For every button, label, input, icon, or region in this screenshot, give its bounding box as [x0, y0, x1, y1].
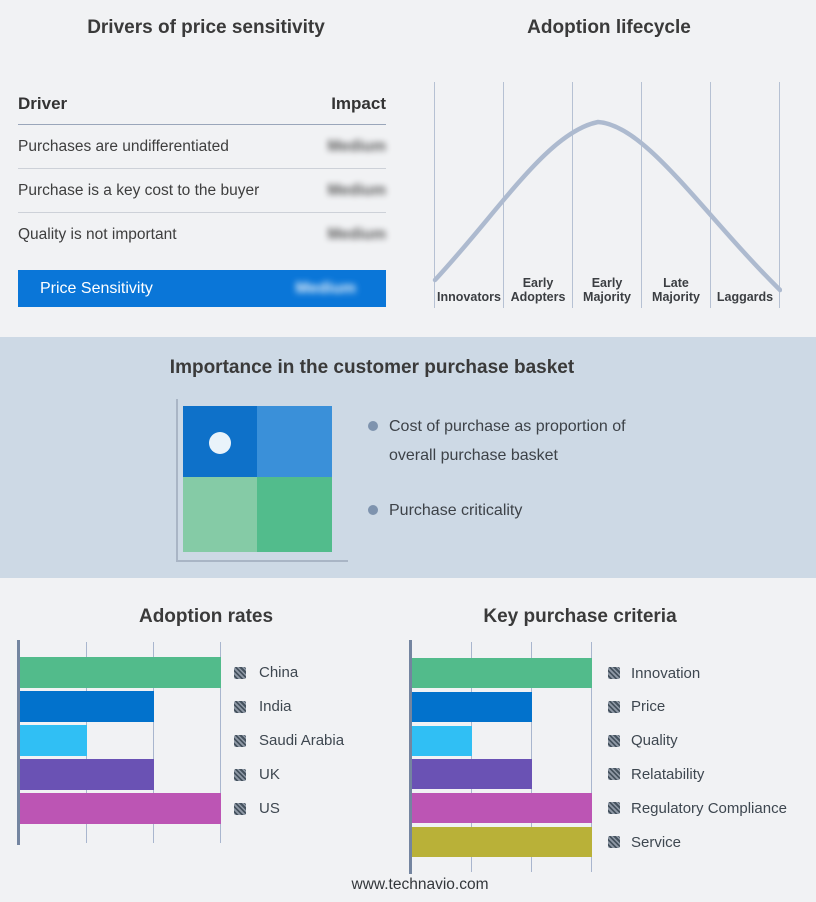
drivers-table: Driver Impact Purchases are undifferenti… — [18, 94, 386, 256]
legend-label: China — [259, 664, 299, 681]
drivers-table-rows: Purchases are undifferentiated Medium Purc… — [18, 125, 386, 256]
column-header-impact: Impact — [331, 94, 386, 113]
legend-swatch-hatched-icon — [234, 802, 246, 815]
legend-label: UK — [259, 766, 280, 783]
legend-item: Quality — [608, 731, 678, 751]
adoption-rates-title: Adoption rates — [138, 606, 274, 627]
legend-item: UK — [234, 765, 280, 785]
key-purchase-criteria-bar-relatability — [412, 759, 532, 790]
key-purchase-criteria-bar-innovation — [412, 658, 592, 688]
bullet-text: Purchase criticality — [389, 501, 523, 519]
legend-swatch-hatched-icon — [608, 667, 620, 679]
lifecycle-curve-chart — [432, 82, 782, 308]
legend-label: Regulatory Compliance — [631, 799, 787, 817]
legend-swatch-hatched-icon — [234, 734, 246, 747]
legend-label: Service — [631, 833, 682, 851]
legend-item: Service — [608, 832, 681, 852]
impact-cell-redacted: Medium — [327, 137, 386, 155]
legend-item: US — [234, 799, 280, 819]
legend-item: Innovation — [608, 663, 700, 683]
quadrant-position-dot — [209, 432, 231, 454]
footer-site-url: www.technavio.com — [351, 876, 489, 893]
adoption-rates-bar-saudi-arabia — [20, 725, 87, 756]
stage-label: Laggards — [716, 290, 774, 305]
price-sensitivity-row: Price Sensitivity Medium — [18, 270, 386, 307]
key-purchase-criteria-gridline — [471, 642, 472, 872]
legend-label: US — [259, 800, 280, 817]
lifecycle-title: Adoption lifecycle — [527, 17, 691, 38]
legend-item: India — [234, 697, 292, 717]
impact-cell-redacted: Medium — [327, 225, 386, 243]
key-purchase-criteria-title: Key purchase criteria — [483, 606, 677, 627]
bullet-item: Cost of purchase as proportion of overal… — [368, 413, 628, 471]
legend-swatch-hatched-icon — [608, 700, 620, 713]
legend-label: Relatability — [631, 765, 705, 783]
key-purchase-criteria-bar-service — [412, 827, 592, 857]
basket-bullet-list: Cost of purchase as proportion of overal… — [368, 413, 628, 551]
adoption-rates-gridline — [220, 642, 221, 843]
quadrant-top-right — [257, 406, 332, 477]
legend-item: Price — [608, 697, 665, 717]
adoption-rates-bar-us — [20, 793, 221, 824]
quadrant-x-axis — [176, 560, 348, 562]
bullet-text: Cost of purchase as proportion of overal… — [389, 418, 626, 464]
adoption-rates-gridline — [153, 642, 154, 843]
legend-label: Saudi Arabia — [259, 732, 345, 749]
key-purchase-criteria-bar-price — [412, 691, 532, 722]
legend-swatch-hatched-icon — [608, 802, 620, 815]
adoption-rates-y-axis — [17, 640, 20, 845]
driver-cell: Purchases are undifferentiated — [18, 137, 229, 155]
stage-label: Innovators — [437, 290, 501, 305]
legend-label: India — [259, 698, 292, 715]
driver-cell: Quality is not important — [18, 225, 177, 243]
stage-label: Early Adopters — [510, 275, 566, 305]
drivers-table-title: Drivers of price sensitivity — [87, 17, 325, 38]
adoption-rates-bar-india — [20, 691, 154, 722]
legend-swatch-hatched-icon — [608, 836, 620, 848]
adoption-rates-bar-uk — [20, 759, 154, 790]
legend-item: Regulatory Compliance — [608, 798, 787, 818]
middle-band-background — [0, 337, 816, 578]
legend-swatch-hatched-icon — [234, 768, 246, 781]
bullet-item: Purchase criticality — [368, 497, 628, 526]
highlight-impact-value-redacted: Medium — [295, 279, 356, 297]
legend-swatch-hatched-icon — [234, 666, 246, 679]
key-purchase-criteria-y-axis — [409, 640, 412, 874]
driver-row: Purchases are undifferentiated Medium — [18, 125, 386, 169]
legend-label: Price — [631, 698, 666, 716]
key-purchase-criteria-gridline — [531, 642, 532, 872]
legend-item: Saudi Arabia — [234, 731, 344, 751]
key-purchase-criteria-bar-regulatory-compliance — [412, 793, 592, 824]
stage-label: Early Majority — [583, 275, 631, 305]
legend-swatch-hatched-icon — [234, 700, 246, 713]
key-purchase-criteria-gridline — [591, 642, 592, 872]
legend-item: China — [234, 663, 298, 683]
column-header-driver: Driver — [18, 94, 68, 113]
driver-cell: Purchase is a key cost to the buyer — [18, 181, 260, 199]
legend-label: Innovation — [631, 664, 701, 682]
quadrant-y-axis — [176, 399, 178, 562]
legend-item: Relatability — [608, 764, 704, 784]
legend-swatch-hatched-icon — [608, 734, 620, 747]
driver-row: Purchase is a key cost to the buyer Mediu… — [18, 169, 386, 213]
adoption-rates-bar-china — [20, 657, 221, 688]
bell-curve — [432, 119, 782, 293]
bullet-dot-icon — [368, 421, 378, 431]
impact-cell-redacted: Medium — [327, 181, 386, 199]
key-purchase-criteria-bar-quality — [412, 725, 472, 756]
basket-title: Importance in the customer purchase bask… — [169, 357, 575, 378]
stage-label: Late Majority — [652, 275, 700, 305]
drivers-table-header: Driver Impact — [18, 94, 386, 125]
bullet-dot-icon — [368, 504, 378, 515]
quadrant-bottom-left — [183, 477, 257, 552]
driver-row: Quality is not important Medium — [18, 213, 386, 256]
quadrant-bottom-right — [257, 477, 332, 552]
highlight-driver-label: Price Sensitivity — [40, 279, 153, 297]
legend-swatch-hatched-icon — [608, 768, 620, 781]
legend-label: Quality — [631, 732, 678, 750]
